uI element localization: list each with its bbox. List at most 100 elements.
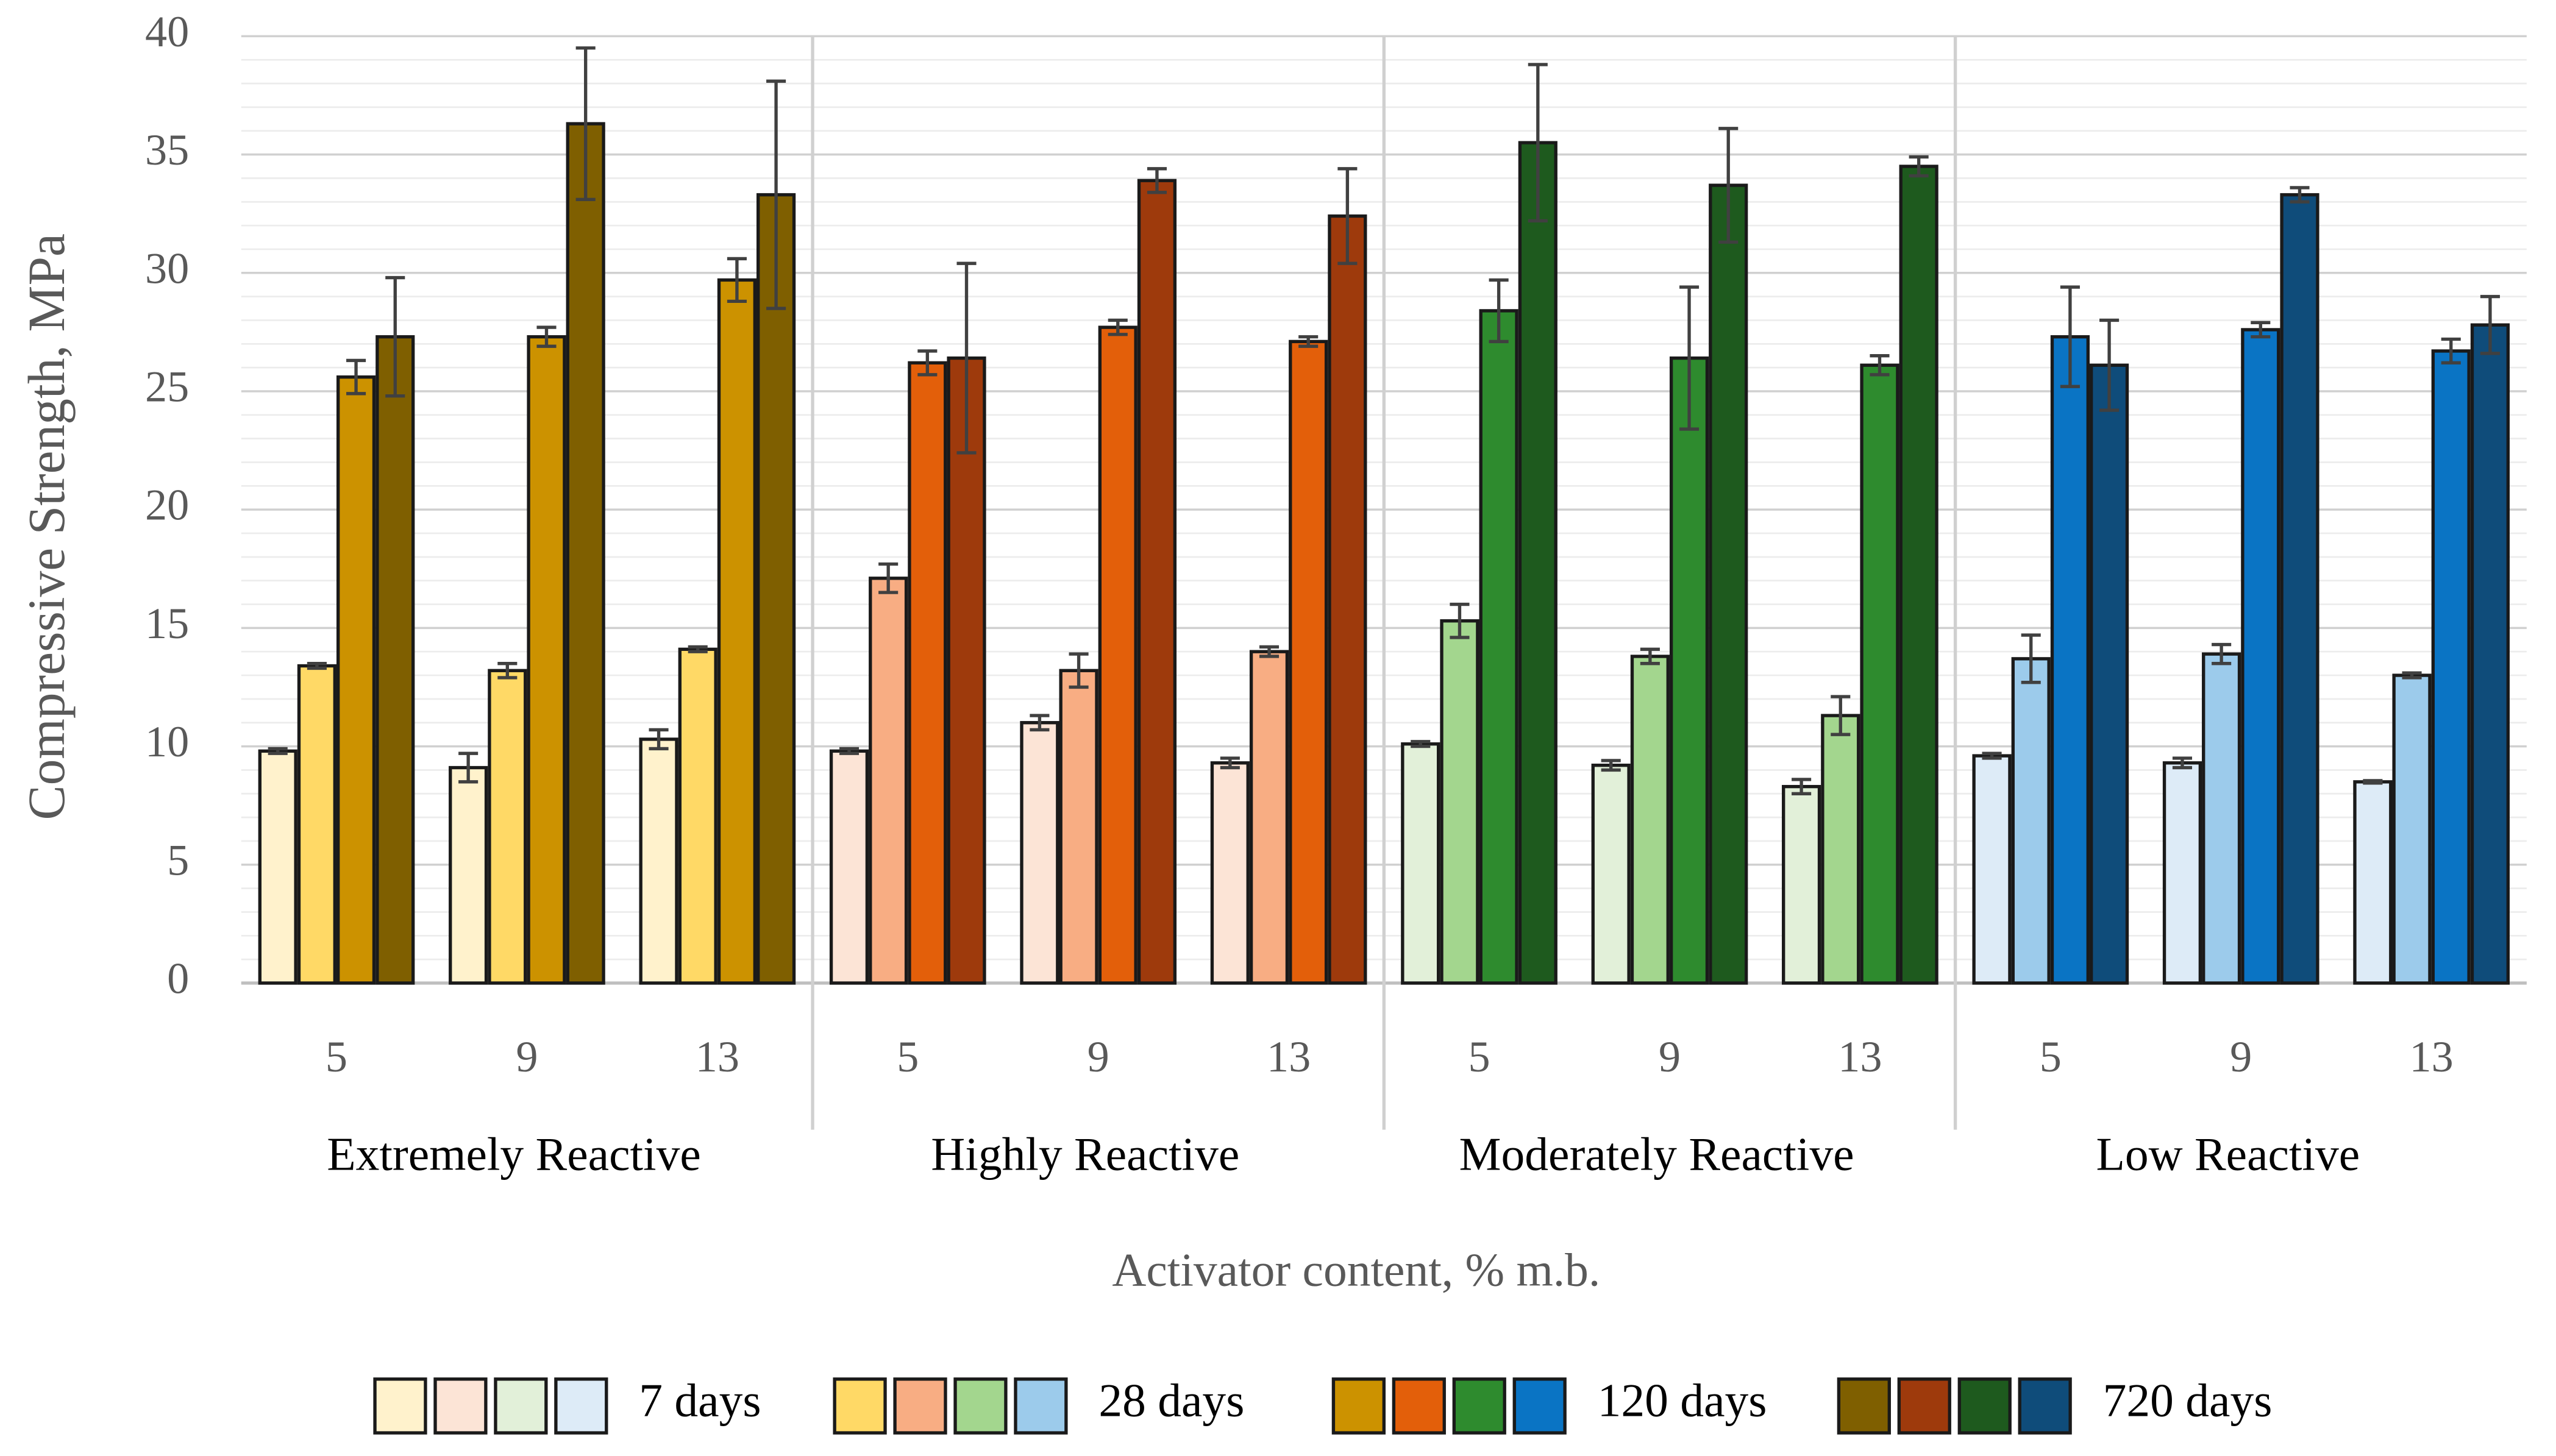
legend-swatch [554, 1377, 608, 1435]
error-bar [497, 661, 518, 680]
bar [1479, 309, 1518, 985]
bar [678, 647, 717, 985]
bar [2162, 761, 2202, 985]
bar [376, 335, 415, 985]
error-bar [2172, 756, 2193, 770]
y-tick-label: 5 [167, 836, 189, 884]
legend-swatch [1452, 1377, 1506, 1435]
x-tick-label: 5 [1468, 1032, 1490, 1081]
x-tick-label: 13 [1267, 1032, 1311, 1081]
error-bar [1870, 354, 1890, 377]
legend-swatch [1957, 1377, 2012, 1435]
error-bar [1718, 127, 1739, 244]
error-bar [649, 728, 669, 751]
x-axis-title: Activator content, % m.b. [1112, 1243, 1600, 1296]
bar [1669, 356, 1709, 985]
y-tick-label: 15 [145, 599, 189, 648]
y-tick-label: 20 [145, 481, 189, 530]
error-bar [1489, 278, 1509, 344]
y-tick-label: 0 [167, 954, 189, 1003]
bar [1591, 763, 1631, 985]
y-axis-title: Compressive Strength, MPa [18, 233, 76, 820]
x-tick-label: 13 [1838, 1032, 1882, 1081]
bar [2011, 657, 2051, 985]
error-bar [2021, 633, 2041, 684]
legend-swatch [1897, 1377, 1951, 1435]
legend-swatch [2018, 1377, 2072, 1435]
error-bar [2363, 779, 2383, 785]
error-bar [917, 349, 938, 377]
error-bar [1069, 652, 1089, 689]
bar [1328, 214, 1367, 985]
group-label: Highly Reactive [931, 1128, 1239, 1181]
error-bar [766, 79, 786, 310]
legend-label: 720 days [2103, 1374, 2273, 1426]
bar [2202, 652, 2241, 985]
x-tick-label: 5 [326, 1032, 347, 1081]
y-tick-label: 40 [145, 7, 189, 56]
bar [336, 375, 376, 985]
bar [1098, 325, 1137, 985]
error-bar [2402, 671, 2422, 680]
error-bar [1030, 714, 1050, 732]
bar [1249, 650, 1289, 985]
bar [1709, 183, 1748, 985]
bar [2470, 323, 2510, 985]
bar [2431, 349, 2471, 985]
bar [527, 335, 566, 985]
legend-swatch [1392, 1377, 1446, 1435]
bar [1782, 784, 1821, 985]
legend-swatch [833, 1377, 887, 1435]
error-bar [2441, 337, 2461, 365]
error-bar [268, 747, 288, 755]
error-bar [2212, 642, 2232, 666]
bar [1137, 179, 1177, 985]
error-bar [727, 257, 747, 304]
bar [2392, 673, 2432, 985]
legend-swatch [373, 1377, 427, 1435]
error-bar [956, 261, 977, 455]
bar [449, 765, 488, 985]
error-bar [1411, 740, 1431, 748]
bar [1972, 754, 2012, 985]
bar [488, 669, 527, 985]
error-bar [575, 46, 596, 202]
error-bar [1982, 751, 2002, 760]
bar [1401, 742, 1440, 985]
error-bar [1450, 602, 1470, 639]
error-bar [458, 751, 479, 784]
error-bar [385, 275, 405, 398]
error-bar [1298, 335, 1319, 348]
legend-swatch [433, 1377, 488, 1435]
bar [258, 749, 297, 985]
error-bar [1601, 759, 1621, 772]
group-label: Low Reactive [2096, 1128, 2360, 1181]
bar [1059, 669, 1098, 985]
bar [1860, 363, 1899, 985]
x-tick-label: 9 [1659, 1032, 1681, 1081]
error-bar [688, 645, 708, 653]
bar [829, 749, 869, 985]
error-bar [1909, 155, 1929, 178]
bar [2050, 335, 2090, 985]
bar [2280, 193, 2319, 985]
error-bar [307, 661, 327, 670]
bar [869, 577, 908, 985]
error-bar [1528, 63, 1548, 222]
y-tick-label: 10 [145, 717, 189, 766]
error-bar [2290, 186, 2310, 204]
error-bar [1108, 318, 1128, 336]
error-bar [1337, 167, 1358, 265]
x-tick-label: 5 [897, 1032, 919, 1081]
legend-label: 120 days [1598, 1374, 1767, 1426]
error-bar [878, 562, 899, 594]
error-bar [1147, 167, 1167, 194]
bar [2089, 363, 2129, 985]
error-bar [2251, 321, 2271, 339]
error-bar [1679, 285, 1700, 431]
group-label: Extremely Reactive [327, 1128, 701, 1181]
error-bar [839, 747, 860, 755]
legend-swatch [1014, 1377, 1068, 1435]
legend-swatch [953, 1377, 1008, 1435]
bar [2353, 780, 2393, 985]
